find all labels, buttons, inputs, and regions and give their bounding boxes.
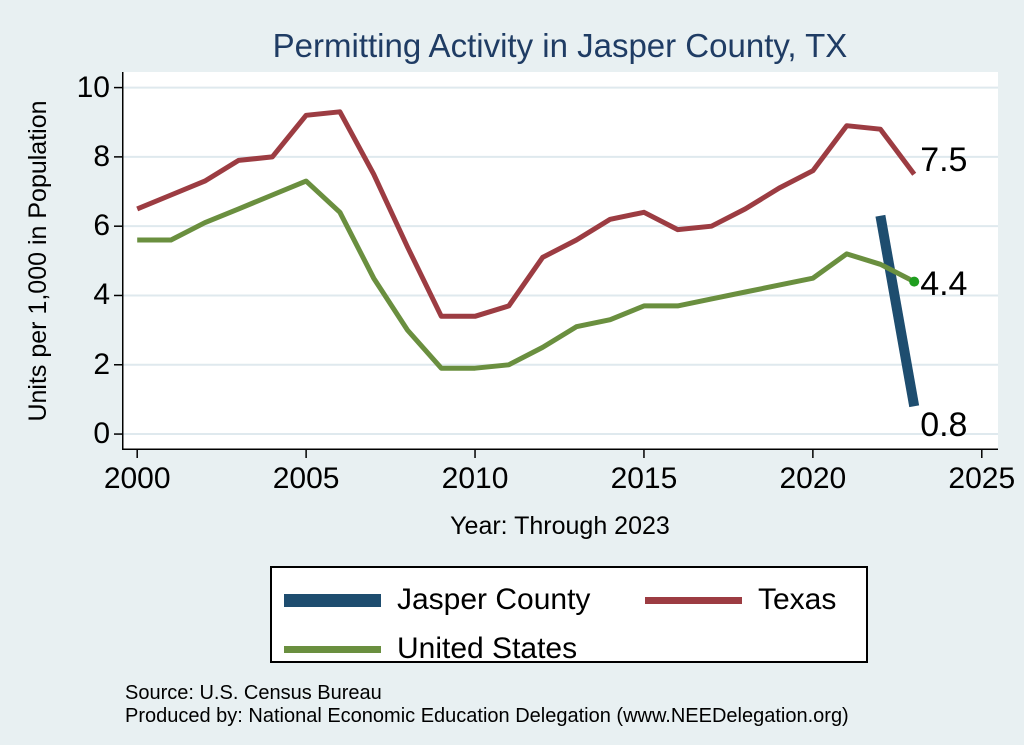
y-tick-label: 8 xyxy=(93,139,110,173)
y-tick-label: 10 xyxy=(76,70,110,104)
x-tick-label: 2010 xyxy=(441,462,509,495)
y-tick-label: 2 xyxy=(93,347,110,381)
legend: Jasper County Texas United States xyxy=(270,566,868,665)
legend-swatch-united-states xyxy=(284,645,381,653)
series-line-united-states xyxy=(137,178,916,371)
footer-source: Source: U.S. Census Bureau xyxy=(125,682,382,704)
series-end-dot-united-states xyxy=(909,276,920,287)
x-tick-label: 2000 xyxy=(103,462,171,495)
legend-swatch-texas xyxy=(645,596,742,604)
x-tick-label: 2020 xyxy=(779,462,847,495)
plot-background xyxy=(122,72,998,450)
x-tick-label: 2005 xyxy=(272,462,340,495)
legend-item-united-states: United States xyxy=(284,627,577,671)
series-line-jasper-county xyxy=(875,214,920,408)
legend-item-texas: Texas xyxy=(645,578,836,622)
legend-item-jasper-county: Jasper County xyxy=(284,578,590,622)
chart-title: Permitting Activity in Jasper County, TX xyxy=(272,27,848,64)
plot-area xyxy=(114,72,998,458)
legend-label-texas: Texas xyxy=(758,583,837,616)
data-label: 0.8 xyxy=(920,406,968,445)
x-tick-label: 2025 xyxy=(948,462,1016,495)
y-tick-label: 4 xyxy=(93,278,110,312)
x-tick-label: 2015 xyxy=(610,462,678,495)
footer-produced-by: Produced by: National Economic Education… xyxy=(125,705,849,727)
legend-label-jasper-county: Jasper County xyxy=(397,583,591,616)
series-line-texas xyxy=(136,109,917,319)
legend-swatch-jasper-county xyxy=(284,593,381,607)
data-label: 4.4 xyxy=(920,264,968,303)
data-label: 7.5 xyxy=(920,141,968,180)
y-tick-label: 6 xyxy=(93,209,110,243)
legend-label-united-states: United States xyxy=(397,632,578,665)
y-axis-title: Units per 1,000 in Population xyxy=(24,100,52,422)
x-axis-title: Year: Through 2023 xyxy=(450,512,670,540)
y-tick-label: 0 xyxy=(93,417,110,451)
